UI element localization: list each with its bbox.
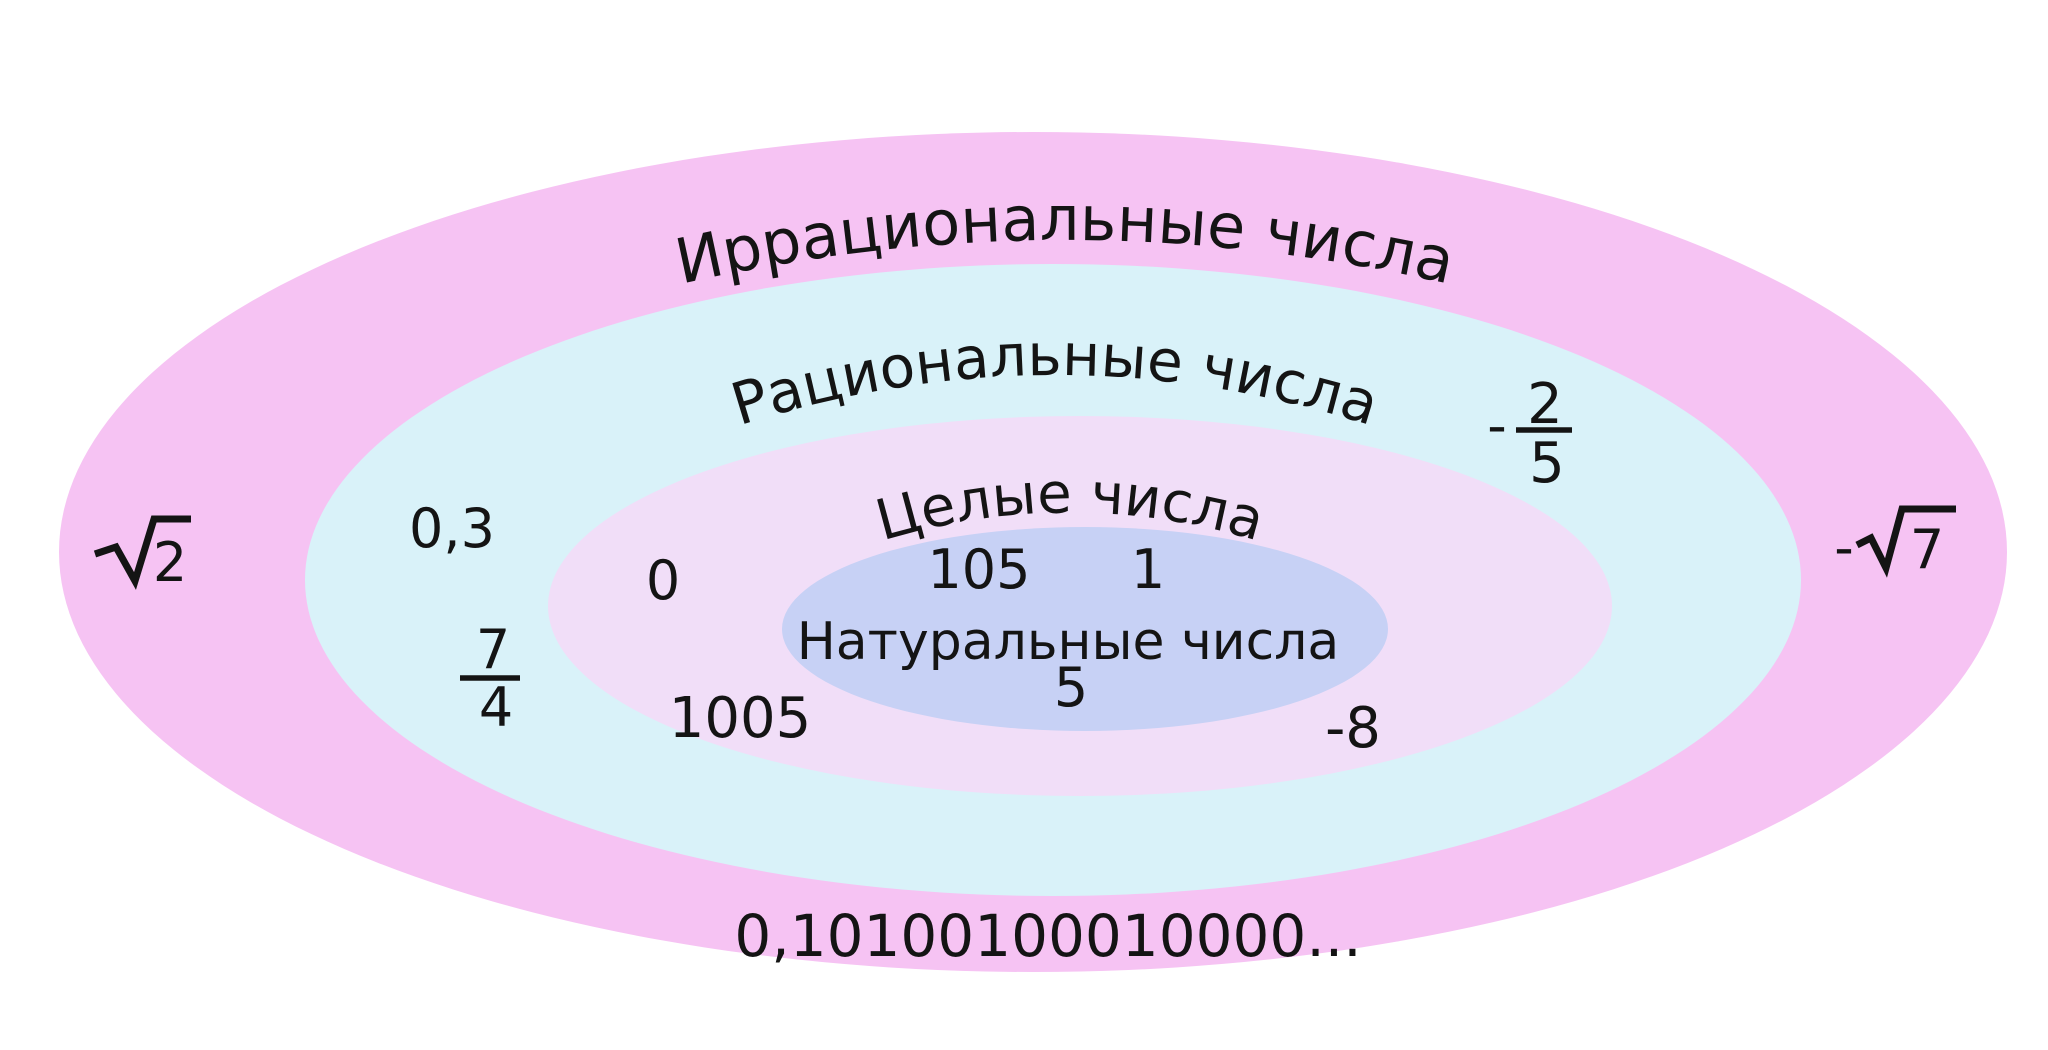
- neg-sqrt7-example: - 7: [1834, 505, 1956, 581]
- fraction-numerator: 2: [1527, 372, 1563, 437]
- natural-105: 105: [927, 538, 1030, 601]
- minus-sign: -: [1834, 516, 1854, 579]
- fraction-denominator: 5: [1529, 431, 1565, 496]
- decimal-rational: 0,3: [409, 497, 495, 560]
- integer-1005: 1005: [669, 686, 812, 751]
- fraction-seven-fourths: 7 4: [460, 618, 520, 739]
- radical-icon: [1855, 505, 1956, 578]
- natural-set-ellipse: [782, 527, 1388, 731]
- fraction-numerator: 7: [476, 618, 510, 681]
- non-periodic-decimal: 0,10100100010000...: [734, 902, 1361, 970]
- natural-1: 1: [1131, 538, 1165, 601]
- sqrt2-example: 2: [93, 515, 191, 594]
- integer-zero: 0: [646, 549, 680, 612]
- natural-set-title: Натуральные числа: [797, 612, 1340, 672]
- radical-icon: [93, 515, 191, 590]
- sqrt7-radicand: 7: [1910, 518, 1944, 581]
- natural-5: 5: [1054, 656, 1088, 719]
- minus-sign: -: [1487, 394, 1507, 457]
- neg-fraction-two-fifths: - 2 5: [1487, 372, 1572, 496]
- fraction-denominator: 4: [479, 676, 513, 739]
- integer-negative-eight: -8: [1325, 696, 1381, 761]
- sqrt2-radicand: 2: [153, 531, 187, 594]
